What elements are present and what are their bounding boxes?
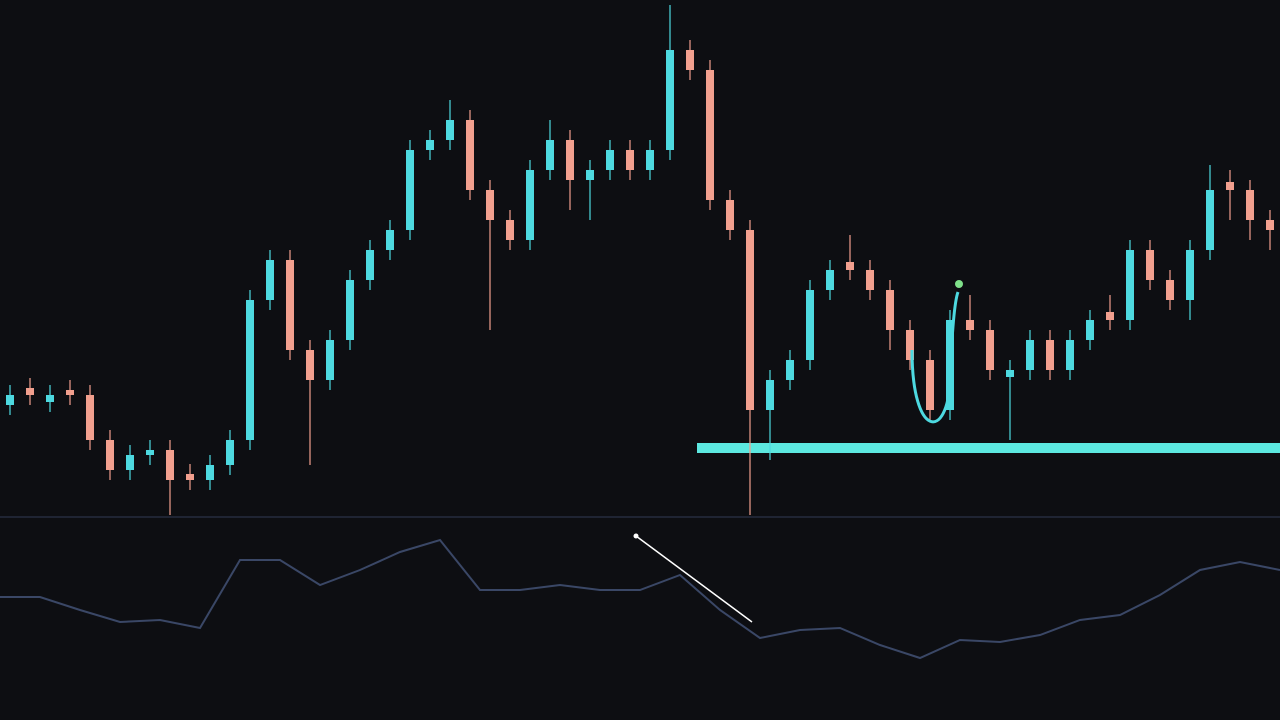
candle-body bbox=[1026, 340, 1034, 370]
candle-body bbox=[86, 395, 94, 440]
candle-body bbox=[1166, 280, 1174, 300]
signal-dot bbox=[955, 280, 963, 288]
candle-body bbox=[166, 450, 174, 480]
candles bbox=[6, 5, 1280, 515]
candle-body bbox=[466, 120, 474, 190]
candle-body bbox=[686, 50, 694, 70]
candle-body bbox=[266, 260, 274, 300]
candle-body bbox=[486, 190, 494, 220]
candle-body bbox=[626, 150, 634, 170]
candle-body bbox=[746, 230, 754, 410]
candle-body bbox=[1126, 250, 1134, 320]
candle-body bbox=[6, 395, 14, 405]
candle-body bbox=[1186, 250, 1194, 300]
candle-body bbox=[906, 330, 914, 360]
candle-body bbox=[1046, 340, 1054, 370]
candle-body bbox=[286, 260, 294, 350]
candle-body bbox=[1246, 190, 1254, 220]
candle-body bbox=[326, 340, 334, 380]
overlay bbox=[633, 280, 963, 623]
candle-body bbox=[66, 390, 74, 395]
candle-body bbox=[206, 465, 214, 480]
candle-body bbox=[306, 350, 314, 380]
candle-body bbox=[246, 300, 254, 440]
candle-body bbox=[566, 140, 574, 180]
candle-body bbox=[526, 170, 534, 240]
candle-body bbox=[1266, 220, 1274, 230]
indicator-line bbox=[0, 538, 1280, 660]
candle-body bbox=[886, 290, 894, 330]
candle-body bbox=[506, 220, 514, 240]
candle-body bbox=[846, 262, 854, 270]
candle-body bbox=[1146, 250, 1154, 280]
candle-body bbox=[546, 140, 554, 170]
candle-body bbox=[926, 360, 934, 410]
candle-body bbox=[726, 200, 734, 230]
candle-body bbox=[406, 150, 414, 230]
candle-body bbox=[186, 474, 194, 480]
candle-body bbox=[606, 150, 614, 170]
candle-body bbox=[346, 280, 354, 340]
candle-body bbox=[1086, 320, 1094, 340]
candle-body bbox=[986, 330, 994, 370]
candle-body bbox=[586, 170, 594, 180]
candle-body bbox=[966, 320, 974, 330]
candle-body bbox=[386, 230, 394, 250]
candle-body bbox=[646, 150, 654, 170]
candle-body bbox=[706, 70, 714, 200]
candle-body bbox=[806, 290, 814, 360]
candle-body bbox=[1106, 312, 1114, 320]
candle-body bbox=[766, 380, 774, 410]
candle-body bbox=[106, 440, 114, 470]
candle-body bbox=[366, 250, 374, 280]
candle-body bbox=[426, 140, 434, 150]
candle-body bbox=[786, 360, 794, 380]
candle-body bbox=[826, 270, 834, 290]
candle-body bbox=[1206, 190, 1214, 250]
annotation-line bbox=[635, 535, 753, 623]
candle-body bbox=[1066, 340, 1074, 370]
candle-body bbox=[146, 450, 154, 455]
pattern-curve bbox=[910, 291, 960, 424]
candle-body bbox=[126, 455, 134, 470]
candle-body bbox=[866, 270, 874, 290]
candle-body bbox=[1226, 182, 1234, 190]
candle-body bbox=[226, 440, 234, 465]
candle-body bbox=[46, 395, 54, 402]
candle-body bbox=[446, 120, 454, 140]
candle-body bbox=[26, 388, 34, 395]
annotation-dot bbox=[633, 533, 639, 539]
candle-body bbox=[1006, 370, 1014, 377]
candle-body bbox=[666, 50, 674, 150]
